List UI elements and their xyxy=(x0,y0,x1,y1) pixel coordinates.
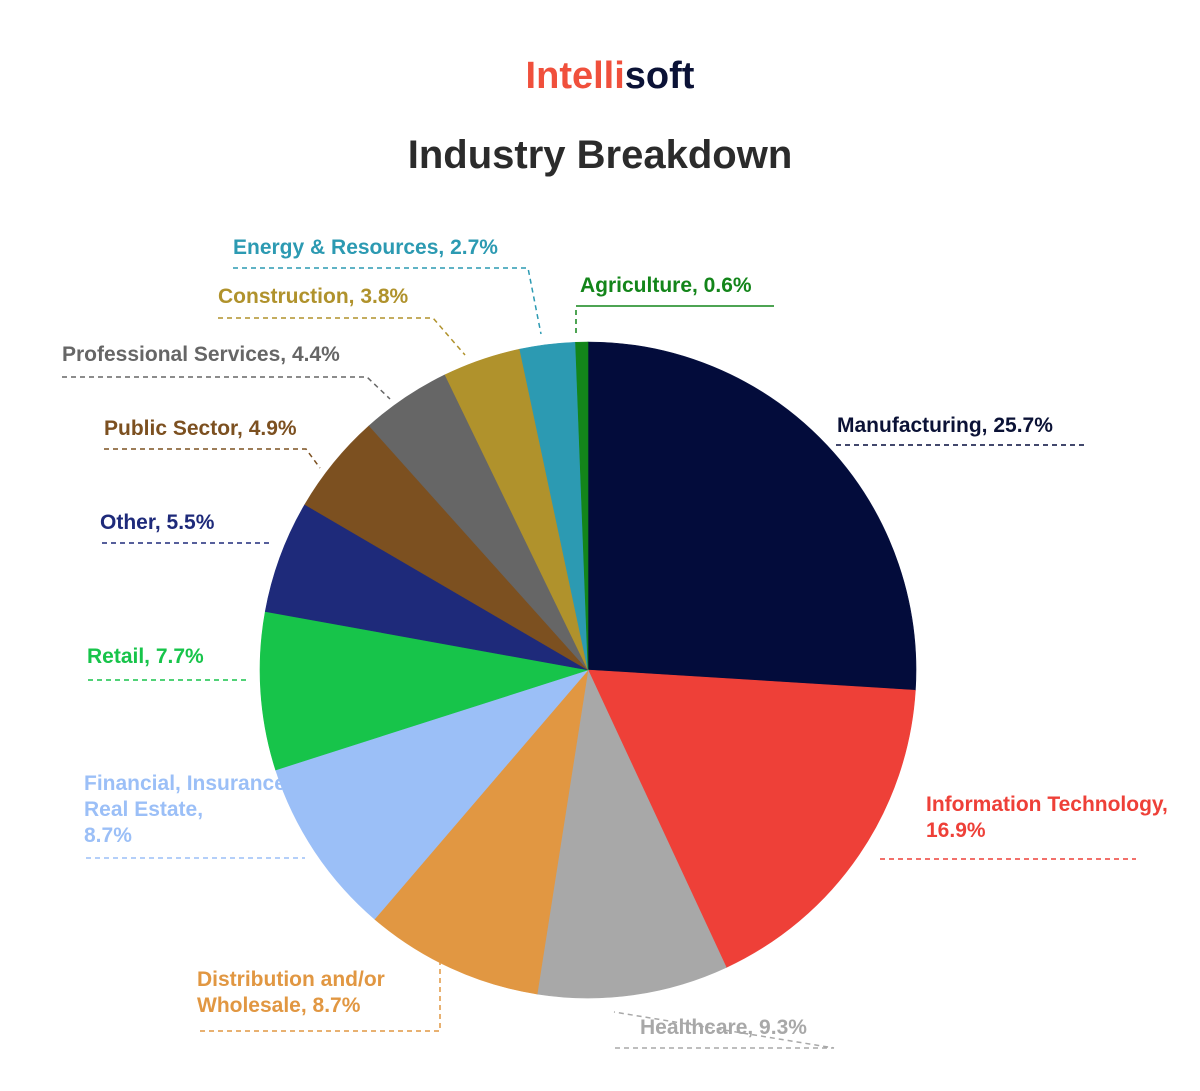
leader-line xyxy=(104,448,321,469)
slice-label-line: 16.9% xyxy=(926,819,986,842)
slice-label-line: Healthcare, 9.3% xyxy=(640,1016,807,1039)
leader-line xyxy=(218,317,466,356)
pie-slice xyxy=(259,611,589,771)
slice-label-line: Professional Services, 4.4% xyxy=(62,343,340,366)
slice-label: Energy & Resources, 2.7% xyxy=(233,236,498,259)
logo-part-2: soft xyxy=(625,55,695,97)
chart-title: Industry Breakdown xyxy=(408,133,793,177)
slice-label: Other, 5.5% xyxy=(100,511,215,534)
slice-label-line: Energy & Resources, 2.7% xyxy=(233,236,498,259)
slice-label-line: Retail, 7.7% xyxy=(87,645,204,668)
slice-label-line: Real Estate, xyxy=(84,798,203,821)
slice-label: Retail, 7.7% xyxy=(87,645,204,668)
leader-line xyxy=(62,376,391,400)
pie-slice xyxy=(587,669,916,968)
slice-label: Manufacturing, 25.7% xyxy=(837,414,1053,437)
slice-label: Healthcare, 9.3% xyxy=(640,1016,807,1039)
leader-line xyxy=(613,1011,835,1049)
slice-labels: Manufacturing, 25.7% Information Technolo… xyxy=(62,236,1168,1039)
slice-label: Distribution and/or Wholesale, 8.7% xyxy=(197,968,385,1017)
slice-label: Financial, Insurance, Real Estate, 8.7% xyxy=(84,772,292,847)
slice-label: Agriculture, 0.6% xyxy=(580,274,752,297)
slice-label-line: 8.7% xyxy=(84,824,132,847)
pie-slice xyxy=(575,341,589,671)
slice-label-line: Manufacturing, 25.7% xyxy=(837,414,1053,437)
slice-label: Public Sector, 4.9% xyxy=(104,417,297,440)
slice-label-line: Wholesale, 8.7% xyxy=(197,994,361,1017)
leader-lines xyxy=(62,267,1136,1049)
slice-label-line: Other, 5.5% xyxy=(100,511,215,534)
slice-label-line: Financial, Insurance, xyxy=(84,772,292,795)
slice-label-line: Distribution and/or xyxy=(197,968,385,991)
slice-label: Construction, 3.8% xyxy=(218,285,409,308)
pie-slice xyxy=(275,669,589,920)
slice-label-line: Construction, 3.8% xyxy=(218,285,409,308)
pie-slice xyxy=(587,341,917,691)
slice-label-line: Agriculture, 0.6% xyxy=(580,274,752,297)
slice-label-line: Information Technology, xyxy=(926,793,1168,816)
pie-slice xyxy=(374,669,589,995)
pie-slice xyxy=(536,668,727,999)
slice-label: Professional Services, 4.4% xyxy=(62,343,340,366)
leader-line xyxy=(575,305,774,337)
logo: Intellisoft xyxy=(526,55,695,97)
slice-label-line: Public Sector, 4.9% xyxy=(104,417,297,440)
pie-slices xyxy=(259,341,917,999)
slice-label: Information Technology, 16.9% xyxy=(926,793,1168,842)
logo-part-1: Intelli xyxy=(526,55,625,97)
